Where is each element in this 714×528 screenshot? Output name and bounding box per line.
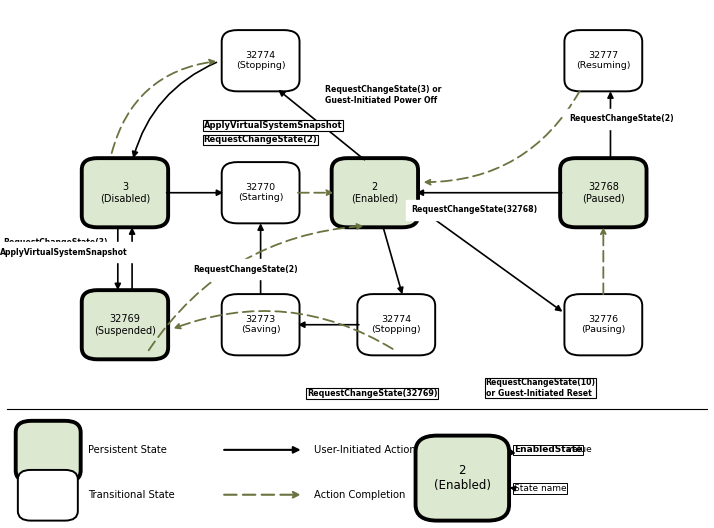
Text: 2
(Enabled): 2 (Enabled) [434, 464, 491, 492]
Text: 32774
(Stopping): 32774 (Stopping) [236, 51, 286, 70]
Text: RequestChangeState(10)
or Guest-Initiated Reset: RequestChangeState(10) or Guest-Initiate… [486, 379, 595, 398]
FancyBboxPatch shape [221, 162, 300, 223]
Text: 32773
(Saving): 32773 (Saving) [241, 315, 281, 334]
Text: State name: State name [514, 484, 567, 493]
Text: RequestChangeState(2): RequestChangeState(2) [569, 114, 673, 124]
Text: 2
(Enabled): 2 (Enabled) [351, 182, 398, 203]
FancyBboxPatch shape [331, 158, 418, 227]
FancyBboxPatch shape [221, 30, 300, 91]
Text: ApplyVirtualSystemSnapshot: ApplyVirtualSystemSnapshot [203, 121, 342, 130]
Text: Transitional State: Transitional State [88, 490, 174, 499]
Text: 32768
(Paused): 32768 (Paused) [582, 182, 625, 203]
Text: RequestChangeState(2): RequestChangeState(2) [203, 135, 317, 145]
FancyBboxPatch shape [565, 294, 643, 355]
Text: 32769
(Suspended): 32769 (Suspended) [94, 314, 156, 335]
FancyBboxPatch shape [81, 290, 169, 359]
Text: 32776
(Pausing): 32776 (Pausing) [581, 315, 625, 334]
FancyBboxPatch shape [81, 158, 169, 227]
Text: 32777
(Resuming): 32777 (Resuming) [576, 51, 630, 70]
Text: RequestChangeState(3): RequestChangeState(3) [4, 238, 108, 248]
Text: RequestChangeState(3) or
Guest-Initiated Power Off: RequestChangeState(3) or Guest-Initiated… [325, 86, 441, 105]
Text: RequestChangeState(32768): RequestChangeState(32768) [412, 205, 538, 214]
FancyBboxPatch shape [18, 470, 78, 521]
Text: Persistent State: Persistent State [88, 445, 166, 455]
Text: User-Initiated Action: User-Initiated Action [314, 445, 416, 455]
Text: RequestChangeState(2): RequestChangeState(2) [193, 265, 298, 274]
Text: RequestChangeState(32769): RequestChangeState(32769) [307, 389, 438, 398]
Text: EnabledState: EnabledState [514, 445, 583, 455]
Text: ApplyVirtualSystemSnapshot: ApplyVirtualSystemSnapshot [0, 248, 128, 257]
FancyBboxPatch shape [565, 30, 643, 91]
FancyBboxPatch shape [416, 436, 509, 521]
Text: Action Completion: Action Completion [314, 490, 406, 499]
FancyBboxPatch shape [221, 294, 300, 355]
FancyBboxPatch shape [358, 294, 436, 355]
Text: 3
(Disabled): 3 (Disabled) [100, 182, 150, 203]
FancyBboxPatch shape [560, 158, 646, 227]
Text: 32770
(Starting): 32770 (Starting) [238, 183, 283, 202]
FancyBboxPatch shape [16, 421, 81, 482]
Text: value: value [564, 445, 592, 455]
Text: 32774
(Stopping): 32774 (Stopping) [371, 315, 421, 334]
